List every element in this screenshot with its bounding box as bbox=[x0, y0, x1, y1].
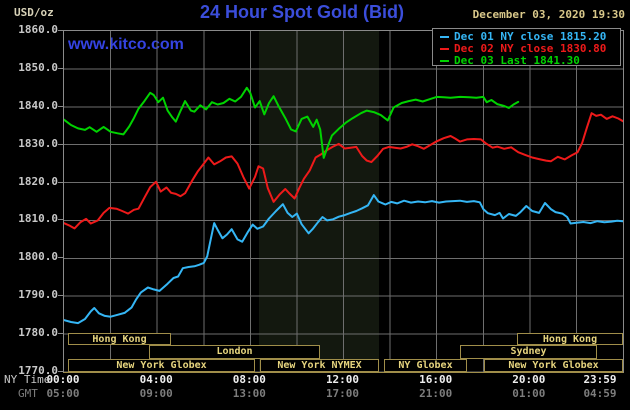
session-box-ny-globex: NY Globex bbox=[384, 359, 467, 372]
session-box-hong-kong: Hong Kong bbox=[517, 333, 623, 345]
x-tick-label-gmt: 01:00 bbox=[512, 387, 546, 400]
legend-row-2: Dec 03 Last 1841.30 bbox=[440, 54, 620, 67]
chart-title: 24 Hour Spot Gold (Bid) bbox=[200, 2, 404, 22]
y-tick-label: 1790.0 bbox=[18, 288, 58, 302]
session-box-new-york-globex: New York Globex bbox=[68, 359, 255, 372]
legend-dash-icon bbox=[440, 47, 449, 50]
session-box-new-york-globex: New York Globex bbox=[484, 359, 623, 372]
x-tick-label-gmt: 17:00 bbox=[325, 387, 360, 400]
legend-row-1: Dec 02 NY close 1830.80 bbox=[440, 42, 620, 55]
x-tick-label-gmt: 21:00 bbox=[419, 387, 453, 400]
x-tick-label-gmt: 13:00 bbox=[232, 387, 266, 400]
plot-area: Hong Kong Hong Kong London Sydney New York G… bbox=[63, 30, 624, 373]
legend-label: Dec 01 NY close 1815.20 bbox=[454, 30, 607, 43]
chart-datetime: December 03, 2020 19:30 bbox=[472, 8, 625, 21]
y-tick-label: 1820.0 bbox=[18, 174, 58, 188]
nymex-highlight-band bbox=[259, 31, 379, 372]
y-axis-units-label: USD/oz bbox=[14, 6, 54, 19]
legend-row-0: Dec 01 NY close 1815.20 bbox=[440, 30, 620, 43]
y-tick-label: 1780.0 bbox=[18, 326, 58, 340]
chart-canvas bbox=[64, 31, 623, 372]
legend-label: Dec 02 NY close 1830.80 bbox=[454, 42, 607, 55]
x-tick-label-ny: 04:00 bbox=[139, 373, 173, 386]
legend-label: Dec 03 Last 1841.30 bbox=[454, 54, 580, 67]
x-tick-label-ny: 08:00 bbox=[232, 373, 266, 386]
session-box-new-york-nymex: New York NYMEX bbox=[260, 359, 379, 372]
series-dec01 bbox=[64, 194, 623, 325]
x-tick-label-gmt: 09:00 bbox=[139, 387, 173, 400]
x-tick-label-ny: 23:59 bbox=[583, 373, 617, 386]
y-tick-mark bbox=[58, 143, 63, 145]
session-box-hong-kong: Hong Kong bbox=[68, 333, 171, 345]
x-tick-label-ny: 00:00 bbox=[46, 373, 80, 386]
x-tick-label-ny: 20:00 bbox=[512, 373, 546, 386]
series-dec03 bbox=[64, 86, 520, 159]
y-tick-label: 1840.0 bbox=[18, 98, 58, 112]
y-tick-label: 1800.0 bbox=[18, 250, 58, 264]
x-tick-label-gmt: 05:00 bbox=[46, 387, 80, 400]
y-tick-label: 1850.0 bbox=[18, 60, 58, 74]
legend-dash-icon bbox=[440, 59, 449, 62]
y-tick-label: 1810.0 bbox=[18, 212, 58, 226]
x-axis-row-label-gmt: GMT bbox=[18, 387, 38, 400]
y-tick-mark bbox=[58, 67, 63, 69]
x-tick-label-ny: 16:00 bbox=[419, 373, 453, 386]
y-tick-mark bbox=[58, 371, 63, 372]
y-tick-mark bbox=[58, 181, 63, 183]
y-tick-mark bbox=[58, 30, 63, 31]
y-tick-label: 1860.0 bbox=[18, 23, 58, 36]
y-tick-mark bbox=[58, 295, 63, 297]
legend-dash-icon bbox=[440, 35, 449, 38]
x-tick-label-ny: 12:00 bbox=[325, 373, 360, 386]
x-axis-row-label-ny-time: NY Time bbox=[4, 373, 51, 386]
y-tick-mark bbox=[58, 257, 63, 259]
legend-box: Dec 01 NY close 1815.20 Dec 02 NY close 1… bbox=[432, 28, 621, 67]
y-tick-label: 1830.0 bbox=[18, 136, 58, 150]
x-tick-label-gmt: 04:59 bbox=[583, 387, 617, 400]
session-box-sydney: Sydney bbox=[460, 345, 597, 359]
session-box-london: London bbox=[149, 345, 320, 359]
kitco-watermark-link[interactable]: www.kitco.com bbox=[68, 36, 184, 53]
y-tick-mark bbox=[58, 333, 63, 335]
series-dec02 bbox=[64, 112, 623, 230]
y-tick-mark bbox=[58, 219, 63, 221]
y-tick-mark bbox=[58, 105, 63, 107]
y-tick-label: 1770.0 bbox=[18, 364, 58, 377]
